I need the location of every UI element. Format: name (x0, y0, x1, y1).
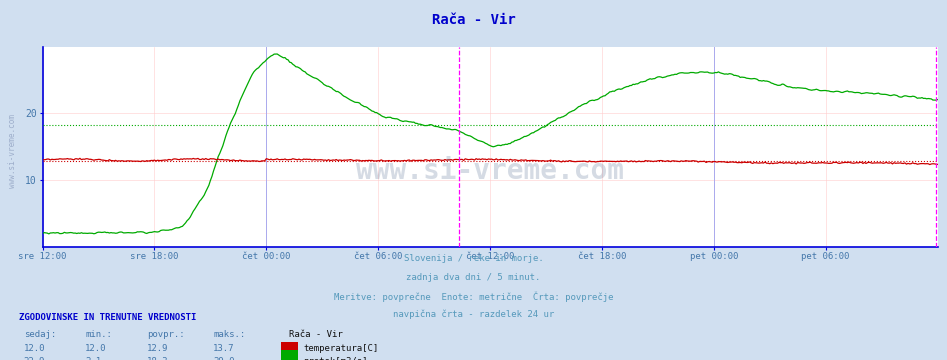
Text: Meritve: povprečne  Enote: metrične  Črta: povprečje: Meritve: povprečne Enote: metrične Črta:… (333, 291, 614, 302)
Text: navpična črta - razdelek 24 ur: navpična črta - razdelek 24 ur (393, 310, 554, 319)
Text: 13.7: 13.7 (213, 344, 235, 353)
Text: 12.0: 12.0 (24, 344, 45, 353)
Text: temperatura[C]: temperatura[C] (303, 344, 378, 353)
Text: ZGODOVINSKE IN TRENUTNE VREDNOSTI: ZGODOVINSKE IN TRENUTNE VREDNOSTI (19, 313, 196, 322)
Text: povpr.:: povpr.: (147, 330, 185, 339)
Text: Rača - Vir: Rača - Vir (289, 330, 343, 339)
Text: 29.0: 29.0 (213, 357, 235, 360)
Text: www.si-vreme.com: www.si-vreme.com (8, 114, 17, 188)
Text: Slovenija / reke in morje.: Slovenija / reke in morje. (403, 254, 544, 263)
Text: 12.0: 12.0 (85, 344, 107, 353)
Text: Rača - Vir: Rača - Vir (432, 13, 515, 27)
Text: 18.3: 18.3 (147, 357, 169, 360)
Text: 22.9: 22.9 (24, 357, 45, 360)
Text: 2.1: 2.1 (85, 357, 101, 360)
Text: min.:: min.: (85, 330, 112, 339)
Text: pretok[m3/s]: pretok[m3/s] (303, 357, 367, 360)
Text: www.si-vreme.com: www.si-vreme.com (356, 157, 624, 185)
Text: maks.:: maks.: (213, 330, 245, 339)
Text: 12.9: 12.9 (147, 344, 169, 353)
Text: zadnja dva dni / 5 minut.: zadnja dva dni / 5 minut. (406, 273, 541, 282)
Text: sedaj:: sedaj: (24, 330, 56, 339)
